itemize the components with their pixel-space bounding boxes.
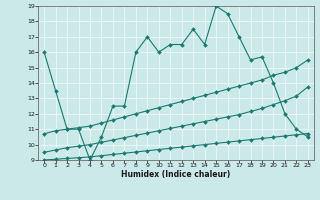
X-axis label: Humidex (Indice chaleur): Humidex (Indice chaleur) [121, 170, 231, 179]
